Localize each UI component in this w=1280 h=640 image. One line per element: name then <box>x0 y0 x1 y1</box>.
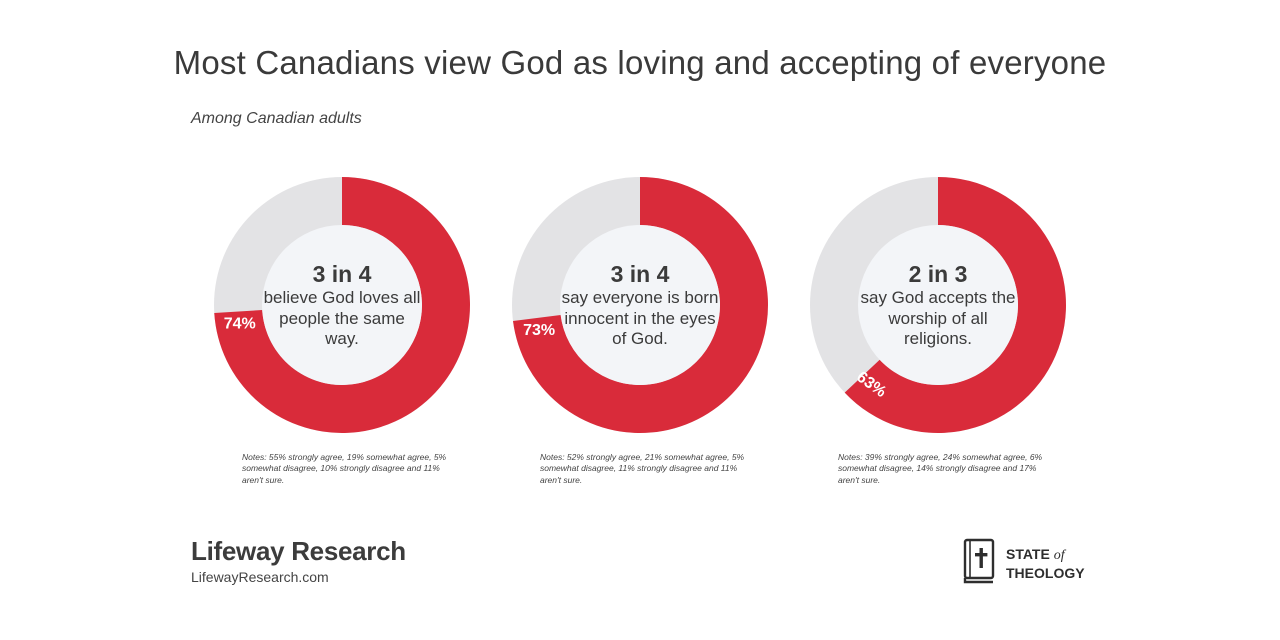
lifeway-logo-text: Lifeway Research <box>191 536 406 566</box>
donut-value-label: 74% <box>224 315 256 332</box>
lifeway-brand: Lifeway Research LifewayResearch.com <box>191 536 406 585</box>
state-of-theology-logo: STATE of THEOLOGY <box>963 538 1085 589</box>
page-subtitle: Among Canadian adults <box>191 110 362 127</box>
donut-chart-3: 63% 2 in 3 say God accepts the worship o… <box>810 177 1066 433</box>
state-of-theology-text: STATE of THEOLOGY <box>1006 546 1085 580</box>
donut-chart-2: 73% 3 in 4 say everyone is born innocent… <box>512 177 768 433</box>
donut-svg-3: 63% <box>810 177 1066 433</box>
donut-chart-1: 74% 3 in 4 believe God loves all people … <box>214 177 470 433</box>
page-title: Most Canadians view God as loving and ac… <box>173 44 1107 81</box>
donut-headline: 3 in 4 <box>312 260 372 287</box>
donut-note-3: Notes: 39% strongly agree, 24% somewhat … <box>838 452 1043 485</box>
donut-center-text: 2 in 3 say God accepts the worship of al… <box>858 225 1018 385</box>
donut-headline: 2 in 3 <box>908 260 968 287</box>
donut-svg-2: 73% <box>512 177 768 433</box>
donut-center <box>560 225 720 385</box>
donut-headline: 3 in 4 <box>610 260 670 287</box>
donut-value-label: 73% <box>523 322 555 339</box>
bible-cross-icon <box>963 538 997 589</box>
donut-description: say God accepts the worship of all relig… <box>860 287 1016 349</box>
sot-theology: THEOLOGY <box>1006 564 1085 581</box>
lifeway-url[interactable]: LifewayResearch.com <box>191 569 329 585</box>
donut-description: believe God loves all people the same wa… <box>263 287 421 349</box>
donut-value-arc <box>513 177 768 433</box>
donut-center-text: 3 in 4 say everyone is born innocent in … <box>560 225 720 385</box>
donut-description: say everyone is born innocent in the eye… <box>561 287 719 349</box>
donut-note-1: Notes: 55% strongly agree, 19% somewhat … <box>242 452 447 485</box>
donut-center-text: 3 in 4 believe God loves all people the … <box>262 225 422 385</box>
donut-note-2: Notes: 52% strongly agree, 21% somewhat … <box>540 452 745 485</box>
sot-of: of <box>1053 548 1065 564</box>
donut-svg-1: 74% <box>214 177 470 433</box>
donut-center <box>858 225 1018 385</box>
donut-center <box>262 225 422 385</box>
donut-value-arc <box>844 177 1066 433</box>
donut-value-arc <box>214 177 470 433</box>
sot-state: STATE <box>1006 546 1050 563</box>
